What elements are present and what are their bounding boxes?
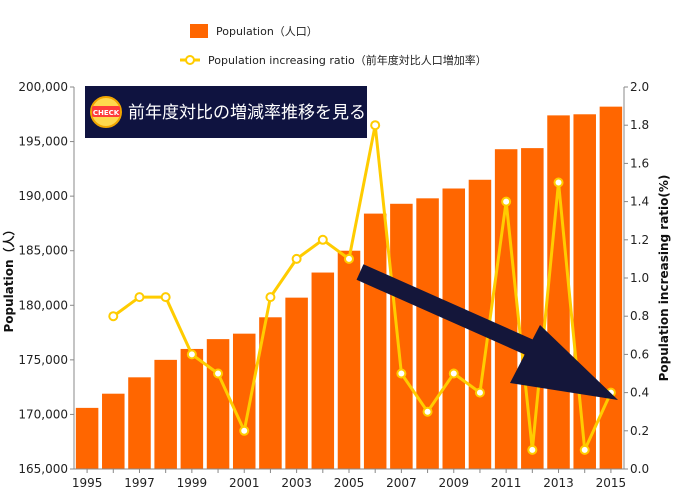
ratio-point-2002 (265, 292, 276, 303)
bar-2006 (363, 213, 387, 469)
bar-2015 (599, 106, 623, 469)
x-tick-label: 2013 (543, 476, 574, 490)
bar-1998 (154, 359, 177, 469)
annotation-banner: CHECK 前年度対比の増減率推移を見る (85, 86, 367, 138)
x-tick-label: 1999 (177, 476, 208, 490)
x-tick-label: 2011 (491, 476, 522, 490)
right-tick-label: 1.2 (630, 233, 649, 247)
bar-1995 (75, 407, 99, 469)
x-tick-label: 1997 (124, 476, 155, 490)
left-tick-label: 190,000 (18, 189, 68, 203)
ratio-point-1998 (160, 292, 171, 303)
right-tick-label: 2.0 (630, 80, 649, 94)
right-y-ticks: 0.0 0.2 0.4 0.6 0.8 1.0 1.2 1.4 1.6 1.8 2.0 (624, 80, 649, 476)
legend-line-marker (185, 55, 195, 65)
bar-2001 (232, 333, 256, 469)
x-tick-label: 2009 (438, 476, 469, 490)
ratio-point-1999 (186, 349, 197, 360)
right-tick-label: 0.6 (630, 347, 649, 361)
right-tick-label: 1.6 (630, 156, 649, 170)
ratio-point-2012 (527, 444, 538, 455)
right-tick-label: 1.4 (630, 195, 649, 209)
ratio-point-2006 (370, 120, 381, 131)
ratio-point-2007 (396, 368, 407, 379)
bar-2002 (259, 317, 282, 469)
right-tick-label: 0.0 (630, 462, 649, 476)
bar-2011 (494, 149, 518, 469)
ratio-series (108, 120, 616, 455)
ratio-point-2010 (474, 387, 485, 398)
banner-background (85, 86, 367, 138)
bar-1999 (180, 348, 204, 469)
ratio-point-2001 (239, 425, 250, 436)
check-badge-text: CHECK (93, 109, 120, 117)
ratio-point-2008 (422, 406, 433, 417)
ratio-point-2011 (501, 196, 512, 207)
ratio-point-2000 (213, 368, 224, 379)
bar-2007 (390, 203, 413, 470)
bar-2005 (337, 250, 361, 469)
left-tick-label: 165,000 (18, 462, 68, 476)
left-tick-label: 200,000 (18, 80, 68, 94)
bar-2014 (573, 114, 596, 470)
bar-2000 (206, 339, 230, 469)
x-tick-label: 2007 (386, 476, 417, 490)
bar-2004 (311, 272, 335, 469)
right-tick-label: 0.2 (630, 424, 649, 438)
x-tick-label: 2015 (596, 476, 627, 490)
ratio-point-2013 (553, 177, 564, 188)
bar-2012 (521, 148, 544, 469)
legend: Population（人口） Population increasing rat… (180, 24, 487, 67)
left-tick-label: 180,000 (18, 298, 68, 312)
x-tick-label: 2001 (229, 476, 260, 490)
legend-bar-swatch (190, 24, 208, 38)
bar-2013 (547, 115, 570, 470)
ratio-point-1996 (108, 311, 119, 322)
ratio-point-2014 (579, 444, 590, 455)
right-tick-label: 1.8 (630, 118, 649, 132)
bar-series (75, 106, 623, 470)
down-right-arrow-icon (356, 264, 618, 400)
x-ticks: 1995 1997 1999 2001 2003 2005 2007 2009 2011 2013… (72, 469, 626, 490)
banner-text: 前年度対比の増減率推移を見る (128, 103, 366, 123)
legend-line-label: Population increasing ratio（前年度対比人口増加率） (208, 53, 487, 67)
ratio-point-2005 (344, 253, 354, 264)
left-tick-label: 195,000 (18, 135, 68, 149)
x-tick-label: 1995 (72, 476, 103, 490)
left-tick-label: 170,000 (18, 407, 68, 421)
check-badge-icon: CHECK (90, 96, 122, 128)
left-tick-label: 185,000 (18, 244, 68, 258)
ratio-point-2003 (291, 253, 302, 264)
ratio-point-2009 (448, 368, 459, 379)
right-tick-label: 0.4 (630, 386, 649, 400)
bar-1997 (128, 377, 151, 469)
bar-2008 (416, 198, 439, 469)
ratio-point-1997 (134, 292, 145, 303)
bar-1996 (102, 393, 125, 469)
x-tick-label: 2005 (334, 476, 365, 490)
bar-2009 (442, 188, 466, 469)
legend-bar-label: Population（人口） (216, 25, 318, 38)
left-tick-label: 175,000 (18, 353, 68, 367)
right-tick-label: 0.8 (630, 309, 649, 323)
right-axis-title: Population increasing ratio(%) (657, 175, 671, 382)
x-tick-label: 2003 (281, 476, 312, 490)
ratio-point-2004 (317, 234, 328, 245)
left-y-ticks: 165,000 170,000 175,000 180,000 185,000 190,0… (18, 80, 74, 476)
bar-2003 (285, 297, 308, 469)
left-axis-title: Population（人） (1, 223, 16, 332)
ratio-line (112, 123, 613, 452)
right-tick-label: 1.0 (630, 271, 649, 285)
